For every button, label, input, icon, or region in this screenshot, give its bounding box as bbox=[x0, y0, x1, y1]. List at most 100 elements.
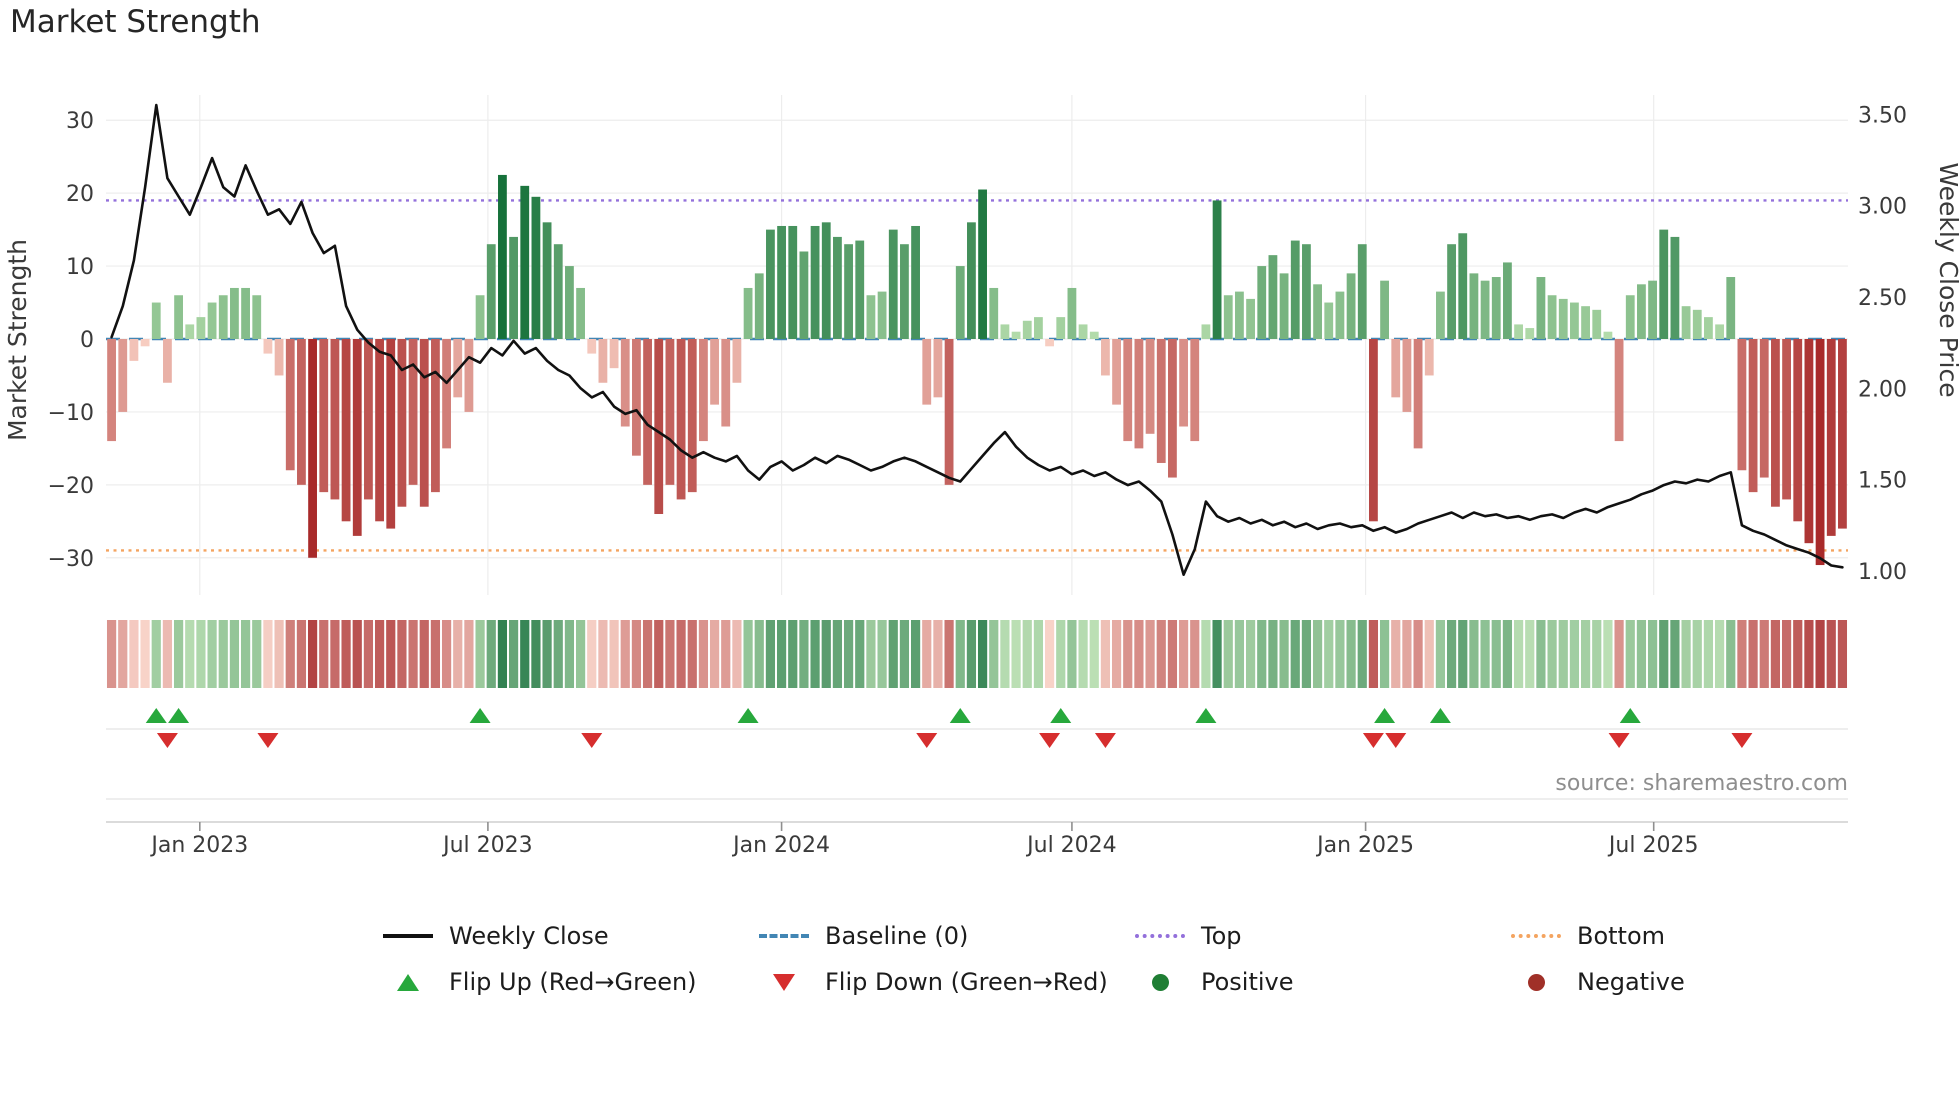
heatmap-cell bbox=[307, 620, 318, 688]
legend-item-flip-down: Flip Down (Green→Red) bbox=[759, 964, 1135, 1000]
flip-up-marker bbox=[737, 708, 759, 723]
right-tick-label: 2.00 bbox=[1858, 377, 1907, 402]
heatmap-cell bbox=[1815, 620, 1825, 688]
strength-bar bbox=[431, 339, 440, 493]
positive-sample-box bbox=[1135, 973, 1185, 991]
heatmap-cell bbox=[966, 620, 977, 688]
strength-bar bbox=[1000, 324, 1010, 339]
heatmap-cell bbox=[397, 620, 407, 688]
strength-bar bbox=[1145, 339, 1155, 434]
strength-bar bbox=[1346, 273, 1356, 339]
chart-title: Market Strength bbox=[10, 4, 261, 40]
strength-bar bbox=[364, 339, 373, 500]
flip-down-marker bbox=[1039, 733, 1061, 748]
price-line bbox=[110, 103, 1844, 577]
heatmap-cell bbox=[151, 620, 161, 688]
strength-bar bbox=[1324, 302, 1334, 339]
heatmap-cell bbox=[1044, 620, 1055, 688]
heatmap-cell bbox=[1525, 620, 1535, 688]
flip-up-marker bbox=[1195, 708, 1217, 723]
strength-bar bbox=[274, 339, 284, 376]
strength-bar bbox=[1156, 339, 1166, 463]
heatmap-cell bbox=[1391, 620, 1401, 688]
strength-bar bbox=[230, 287, 239, 339]
heatmap-cell bbox=[1056, 620, 1066, 688]
heatmap-cell bbox=[1100, 620, 1111, 688]
strength-bar bbox=[632, 339, 641, 456]
top-line-sample bbox=[1135, 934, 1185, 938]
heatmap-cell bbox=[1592, 620, 1602, 688]
heatmap-cell bbox=[654, 620, 664, 688]
right-tick-label: 2.50 bbox=[1858, 286, 1907, 311]
heatmap-cell bbox=[1647, 620, 1658, 688]
strength-bar bbox=[1212, 200, 1222, 339]
heatmap-cell bbox=[1558, 620, 1568, 688]
flip-down-marker bbox=[1385, 733, 1407, 748]
heatmap-cell bbox=[1513, 620, 1524, 688]
source-text: source: sharemaestro.com bbox=[1555, 771, 1848, 796]
heatmap-cell bbox=[430, 620, 441, 688]
heatmap-cell bbox=[1402, 620, 1412, 688]
strength-bar bbox=[754, 273, 764, 339]
strength-bar bbox=[1581, 306, 1590, 339]
x-tick-label: Jan 2023 bbox=[149, 833, 248, 858]
heatmap-cell bbox=[1000, 620, 1010, 688]
heatmap-cell bbox=[587, 620, 597, 688]
left-axis-title: Market Strength bbox=[3, 239, 32, 441]
strength-bar bbox=[308, 339, 317, 558]
strength-bar bbox=[1223, 295, 1233, 339]
heatmap-cell bbox=[173, 620, 184, 688]
strength-bar bbox=[1648, 280, 1657, 339]
heatmap-cell bbox=[955, 620, 965, 688]
strength-bar bbox=[1246, 298, 1255, 339]
heatmap-cell bbox=[698, 620, 709, 688]
flip-down-marker bbox=[1094, 733, 1116, 748]
heatmap-cell bbox=[1301, 620, 1312, 688]
strength-bar bbox=[833, 236, 842, 339]
flip-markers bbox=[145, 708, 1753, 748]
heatmap-cell bbox=[1078, 620, 1088, 688]
strength-bar bbox=[263, 339, 273, 354]
heatmap-cell bbox=[1603, 620, 1613, 688]
strength-bar bbox=[1603, 331, 1613, 339]
heatmap-cell bbox=[1379, 620, 1390, 688]
strength-bar bbox=[1123, 339, 1133, 442]
left-tick-label: −30 bbox=[48, 547, 94, 572]
flip-up-marker bbox=[1050, 708, 1072, 723]
strength-bar bbox=[1134, 339, 1144, 449]
strength-bar bbox=[419, 339, 429, 507]
strength-bar bbox=[888, 229, 898, 339]
heatmap-cell bbox=[1290, 620, 1300, 688]
strength-bar bbox=[1525, 328, 1535, 339]
strength-bar bbox=[565, 266, 574, 339]
strength-bar bbox=[710, 339, 719, 405]
strength-bar bbox=[1536, 277, 1546, 339]
strength-bar bbox=[1514, 324, 1523, 339]
heatmap-cell bbox=[386, 620, 396, 688]
strength-bar bbox=[1045, 339, 1054, 347]
heatmap-cell bbox=[497, 620, 508, 688]
chart-canvas: Jan 2023 Jul 2023 Jan 2024 Jul 2024 Jan 2025… bbox=[3, 95, 1960, 858]
strength-bar bbox=[509, 236, 518, 339]
strength-bar bbox=[1078, 324, 1088, 339]
strength-bar bbox=[520, 185, 530, 339]
strength-bar bbox=[1659, 229, 1669, 339]
strength-bar bbox=[1067, 287, 1077, 339]
heatmap-cell bbox=[598, 620, 608, 688]
gridlines bbox=[106, 95, 1848, 595]
strength-bar bbox=[788, 225, 798, 339]
heatmap-cell bbox=[620, 620, 630, 688]
positive-dot-icon bbox=[1151, 973, 1169, 991]
legend-item-negative: Negative bbox=[1511, 964, 1887, 1000]
heatmap-cell bbox=[687, 620, 697, 688]
heatmap-cell bbox=[743, 620, 753, 688]
strength-bar bbox=[866, 295, 876, 339]
legend-item-top: Top bbox=[1135, 918, 1511, 954]
bottom-line-sample bbox=[1511, 934, 1561, 938]
heatmap-cell bbox=[1067, 620, 1077, 688]
strength-bar bbox=[140, 339, 150, 347]
strength-bar bbox=[1547, 295, 1557, 339]
strength-bar bbox=[766, 229, 775, 339]
strength-bar bbox=[1793, 339, 1803, 522]
flip-down-marker bbox=[257, 733, 279, 748]
